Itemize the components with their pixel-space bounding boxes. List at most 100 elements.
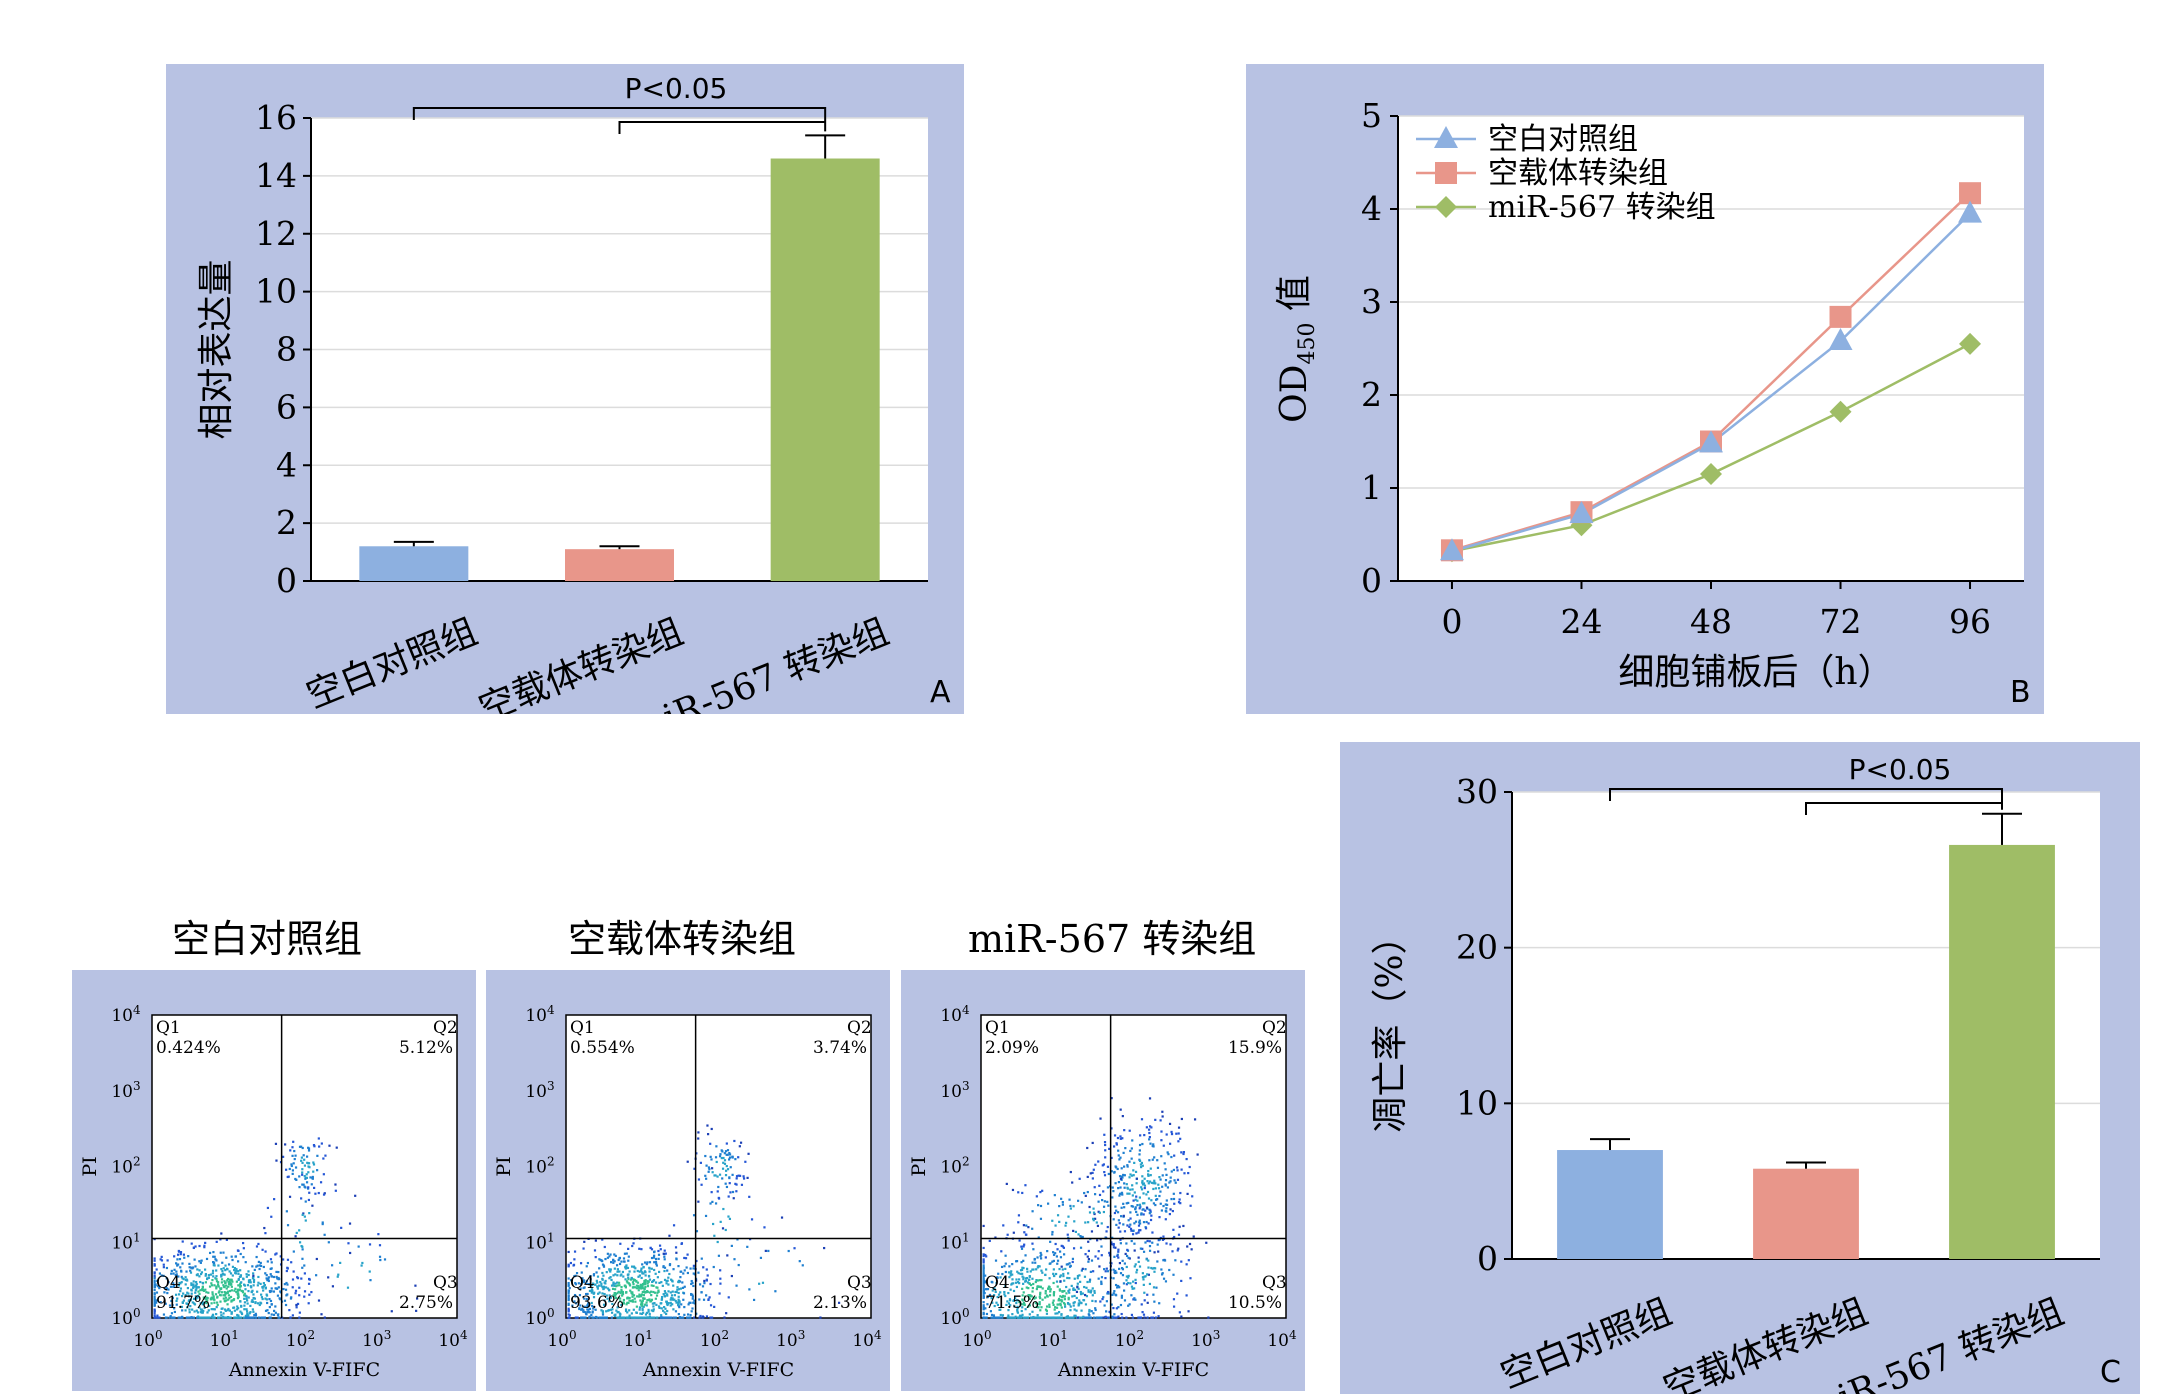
event-dot [1160,1268,1163,1271]
event-dot [594,1239,597,1242]
event-dot [224,1284,228,1287]
event-dot [1022,1259,1025,1262]
y-axis-title-main: OD [1274,365,1315,423]
event-dot [711,1200,714,1203]
event-dot [153,1264,156,1267]
event-dot [1122,1282,1126,1285]
x-tick-label: 100 [133,1328,162,1351]
event-dot [1110,1097,1113,1100]
event-dot [233,1289,236,1292]
event-dot [625,1264,628,1267]
event-dot [567,1281,570,1285]
event-dot [1143,1291,1146,1294]
event-dot [284,1143,287,1146]
event-dot [1087,1260,1090,1263]
event-dot [1027,1287,1030,1290]
event-dot [377,1233,380,1236]
event-dot [622,1257,626,1260]
event-dot [1058,1205,1061,1208]
event-dot [177,1284,181,1287]
event-dot [237,1295,240,1299]
event-dot [660,1295,664,1299]
event-dot [1165,1242,1168,1245]
event-dot [660,1307,663,1310]
event-dot [1143,1275,1146,1278]
tick-base: 10 [111,1082,133,1102]
event-dot [170,1299,173,1303]
event-dot [575,1302,578,1305]
event-dot [649,1316,652,1319]
event-dot [1150,1181,1153,1184]
event-dot [1016,1270,1019,1273]
event-dot [610,1284,614,1287]
event-dot [1077,1302,1080,1305]
event-dot [304,1219,307,1222]
event-dot [635,1284,638,1287]
event-dot [625,1303,628,1306]
event-dot [191,1266,195,1269]
event-dot [313,1145,316,1148]
event-dot [993,1304,996,1308]
event-dot [1133,1161,1136,1164]
event-dot [1163,1259,1167,1262]
event-dot [640,1316,643,1319]
event-dot [262,1282,265,1285]
event-dot [153,1257,156,1260]
event-dot [610,1278,613,1282]
event-dot [1121,1274,1125,1277]
event-dot [1091,1287,1094,1290]
event-dot [211,1272,214,1275]
event-dot [990,1313,994,1317]
event-dot [243,1292,246,1295]
event-dot [646,1282,649,1285]
event-dot [1187,1171,1190,1175]
event-dot [1174,1181,1177,1184]
event-dot [1147,1266,1150,1269]
event-dot [181,1262,184,1265]
event-dot [1070,1284,1073,1287]
event-dot [1112,1244,1115,1247]
event-dot [1044,1256,1047,1259]
event-dot [1012,1289,1016,1293]
event-dot [1036,1302,1039,1306]
event-dot [1061,1316,1064,1319]
event-dot [1177,1201,1181,1204]
event-dot [997,1316,1000,1319]
event-dot [1137,1316,1140,1319]
event-dot [982,1253,985,1256]
event-dot [654,1260,658,1264]
event-dot [305,1176,309,1179]
y-tick-label: 14 [255,156,297,195]
event-dot [250,1300,253,1303]
event-dot [650,1284,653,1287]
event-dot [1131,1316,1134,1319]
event-dot [638,1306,642,1309]
y-axis-title-sub: 450 [1295,323,1320,365]
event-dot [217,1316,220,1319]
quadrant-name: Q2 [847,1018,872,1038]
event-dot [295,1178,298,1181]
event-dot [1126,1248,1129,1251]
event-dot [686,1313,690,1316]
event-dot [1148,1244,1152,1248]
event-dot [153,1297,156,1300]
event-dot [686,1316,689,1319]
tick-base: 10 [940,1158,962,1178]
event-dot [644,1281,647,1284]
event-dot [1085,1286,1088,1289]
event-dot [605,1316,608,1319]
event-dot [302,1183,305,1186]
event-dot [368,1243,372,1246]
event-dot [600,1282,603,1285]
event-dot [683,1269,686,1272]
event-dot [242,1247,245,1250]
event-dot [1114,1182,1117,1185]
event-dot [1129,1149,1132,1153]
event-dot [1143,1187,1146,1190]
event-dot [264,1309,268,1312]
event-dot [180,1270,183,1273]
event-dot [573,1300,576,1303]
event-dot [215,1259,218,1262]
event-dot [179,1290,182,1293]
event-dot [610,1316,613,1319]
